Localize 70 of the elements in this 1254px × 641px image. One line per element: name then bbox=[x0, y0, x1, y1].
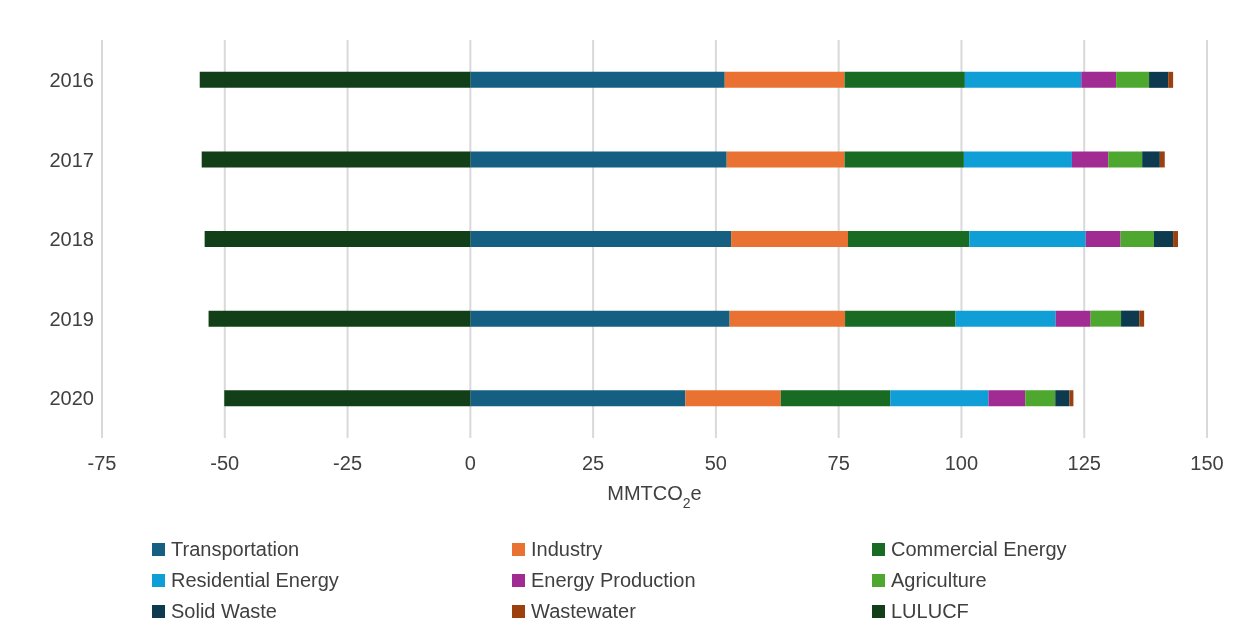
y-tick-label: 2016 bbox=[49, 68, 94, 91]
bar bbox=[1069, 390, 1074, 407]
bar bbox=[1168, 71, 1174, 88]
bar bbox=[1153, 231, 1174, 248]
bar bbox=[844, 151, 964, 168]
y-tick-label: 2018 bbox=[49, 228, 94, 251]
bar bbox=[224, 390, 471, 407]
bar bbox=[1090, 310, 1122, 327]
legend-label: Agriculture bbox=[891, 569, 987, 592]
bar bbox=[470, 151, 727, 168]
bar bbox=[470, 231, 732, 248]
bar bbox=[890, 390, 989, 407]
bar bbox=[1108, 151, 1143, 168]
bar bbox=[1121, 310, 1140, 327]
bar bbox=[470, 71, 725, 88]
legend-label: Industry bbox=[531, 538, 603, 561]
bar bbox=[1120, 231, 1154, 248]
bar bbox=[1081, 71, 1117, 88]
bar bbox=[1173, 231, 1179, 248]
bar bbox=[988, 390, 1026, 407]
legend-label: Transportation bbox=[171, 538, 300, 561]
bar bbox=[969, 231, 1086, 248]
bar bbox=[729, 310, 846, 327]
x-tick-label: 150 bbox=[1190, 452, 1224, 475]
bar bbox=[201, 151, 471, 168]
bar bbox=[1142, 151, 1160, 168]
bar bbox=[199, 71, 471, 88]
legend-label: Wastewater bbox=[531, 600, 636, 623]
y-tick-label: 2019 bbox=[49, 307, 94, 330]
bar bbox=[731, 231, 848, 248]
x-tick-label: 25 bbox=[581, 452, 605, 475]
legend-label: LULUCF bbox=[891, 600, 969, 623]
bar bbox=[726, 151, 845, 168]
x-tick-label: 50 bbox=[704, 452, 728, 475]
bar bbox=[1116, 71, 1150, 88]
bar bbox=[780, 390, 891, 407]
bar bbox=[845, 310, 956, 327]
legend-label: Solid Waste bbox=[171, 600, 277, 623]
y-tick-label: 2017 bbox=[49, 148, 94, 171]
bar bbox=[470, 310, 730, 327]
bar bbox=[470, 390, 686, 407]
bar bbox=[1055, 390, 1070, 407]
bar bbox=[964, 71, 1082, 88]
y-tick-label: 2020 bbox=[49, 387, 94, 410]
x-tick-label: -25 bbox=[333, 452, 363, 475]
x-tick-label: 125 bbox=[1067, 452, 1101, 475]
bar bbox=[1139, 310, 1145, 327]
bar bbox=[208, 310, 471, 327]
bar bbox=[1149, 71, 1169, 88]
legend-label: Energy Production bbox=[531, 569, 696, 592]
bar bbox=[685, 390, 781, 407]
x-tick-label: 0 bbox=[464, 452, 476, 475]
bar bbox=[848, 231, 970, 248]
x-tick-label: -50 bbox=[210, 452, 240, 475]
bar bbox=[1071, 151, 1109, 168]
x-axis-title: MMTCO$_{2}$e bbox=[607, 482, 702, 511]
x-tick-label: 100 bbox=[944, 452, 979, 475]
x-tick-label: 75 bbox=[827, 452, 850, 475]
bar bbox=[955, 310, 1056, 327]
bar bbox=[1085, 231, 1121, 248]
bar bbox=[1159, 151, 1165, 168]
bar bbox=[204, 231, 471, 248]
x-tick-label: -75 bbox=[87, 452, 117, 475]
bar bbox=[963, 151, 1072, 168]
bar bbox=[1025, 390, 1056, 407]
bar bbox=[844, 71, 965, 88]
legend-label: Commercial Energy bbox=[891, 538, 1067, 561]
bar bbox=[1055, 310, 1091, 327]
legend-label: Residential Energy bbox=[171, 569, 339, 592]
bar bbox=[724, 71, 845, 88]
